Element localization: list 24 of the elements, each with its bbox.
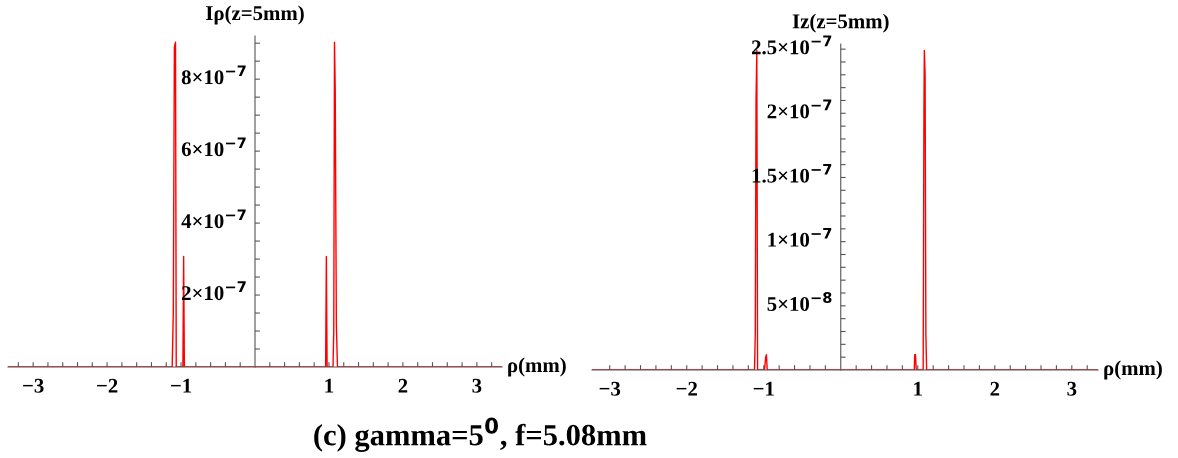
x-tick-label: 2 — [398, 378, 408, 393]
y-tick-label: 5×10$^{−8}$ — [767, 292, 832, 312]
x-tick-label: −1 — [171, 378, 192, 393]
y-tick-label: 2.5×10$^{−7}$ — [751, 35, 832, 55]
y-axis-title: Iρ(z=5mm) — [206, 5, 304, 25]
y-tick-label: 4×10$^{−7}$ — [181, 209, 246, 229]
x-tick-label: 3 — [1067, 381, 1077, 396]
y-axis-title: Iz(z=5mm) — [792, 13, 889, 33]
y-tick-label: 2×10$^{−7}$ — [767, 99, 832, 119]
x-tick-label: −3 — [599, 381, 621, 396]
y-tick-label: 6×10$^{−7}$ — [181, 137, 246, 157]
x-axis-title: ρ(mm) — [1104, 360, 1162, 380]
x-axis-title: ρ(mm) — [508, 357, 566, 377]
text: (c) gamma=5$^{0}$, f=5.08mm — [314, 417, 647, 452]
y-tick-label: 8×10$^{−7}$ — [181, 65, 246, 85]
y-tick-label: 1×10$^{−7}$ — [768, 227, 832, 247]
x-tick-label: 2 — [990, 381, 1000, 396]
x-tick-label: 1 — [914, 381, 922, 396]
x-tick-label: 3 — [472, 378, 482, 393]
x-tick-label: −2 — [676, 381, 697, 396]
x-tick-label: −3 — [23, 378, 44, 393]
x-tick-label: 1 — [325, 378, 334, 393]
x-tick-label: −1 — [753, 381, 774, 396]
x-tick-label: −2 — [97, 378, 118, 393]
